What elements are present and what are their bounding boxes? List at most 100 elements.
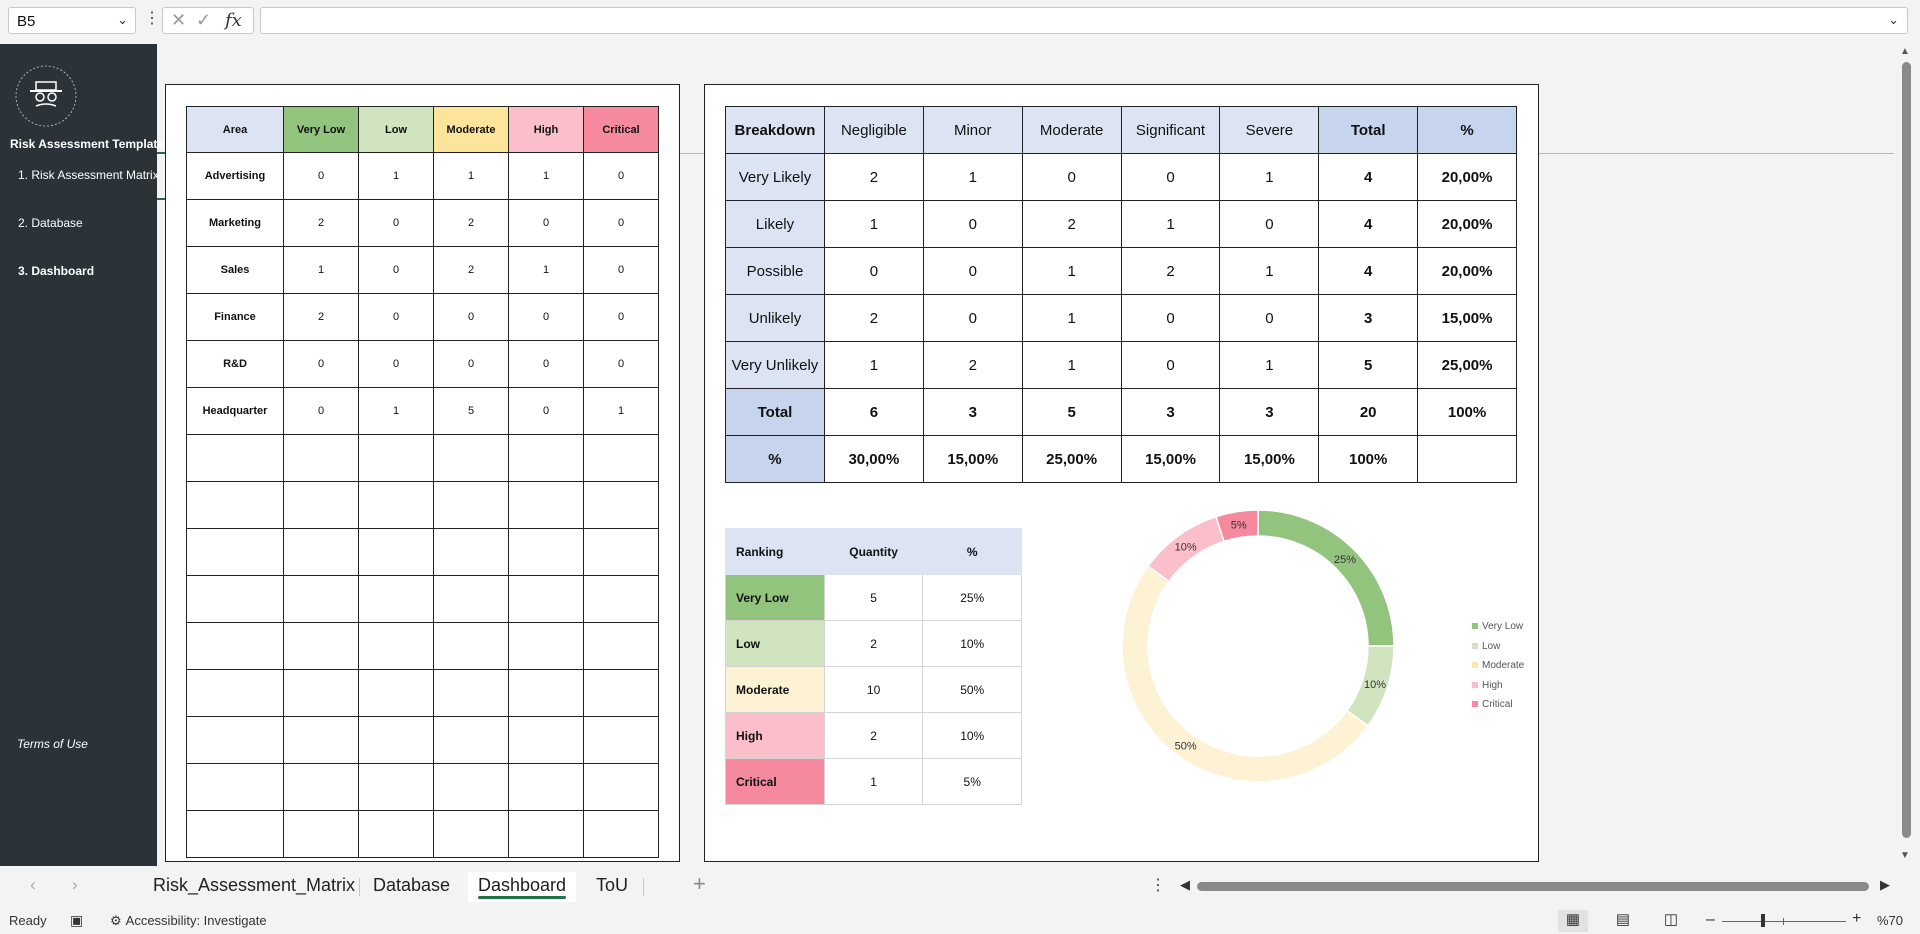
empty-cell[interactable] (283, 716, 359, 764)
empty-cell[interactable] (508, 669, 584, 717)
area-value-cell[interactable]: 1 (508, 152, 584, 200)
area-value-cell[interactable]: 2 (283, 199, 359, 247)
macro-recorder-icon[interactable]: ▣ (70, 912, 84, 928)
cancel-icon[interactable]: ✕ (171, 10, 187, 30)
empty-cell[interactable] (433, 575, 509, 623)
breakdown-value-cell[interactable]: 3 (922, 388, 1023, 436)
zoom-slider-thumb[interactable] (1761, 914, 1765, 927)
area-value-cell[interactable]: 1 (358, 387, 434, 435)
breakdown-value-cell[interactable]: 0 (1120, 294, 1221, 342)
empty-cell[interactable] (508, 575, 584, 623)
ranking-quantity-cell[interactable]: 5 (823, 574, 924, 621)
empty-cell[interactable] (508, 622, 584, 670)
prev-sheet-icon[interactable]: ‹ (30, 875, 36, 894)
zoom-out-icon[interactable]: – (1706, 911, 1715, 928)
breakdown-value-cell[interactable]: 25,00% (1021, 435, 1122, 483)
breakdown-value-cell[interactable]: 6 (823, 388, 924, 436)
row-total-cell[interactable]: 4 (1318, 247, 1419, 295)
sheet-area[interactable]: Risk Assessment Template 1. Risk Assessm… (0, 44, 1920, 866)
row-pct-cell[interactable]: 20,00% (1417, 247, 1517, 295)
empty-cell[interactable] (283, 575, 359, 623)
empty-cell[interactable] (583, 528, 659, 576)
breakdown-value-cell[interactable]: 0 (1120, 341, 1221, 389)
tab-database[interactable]: Database (373, 875, 451, 895)
area-value-cell[interactable]: 0 (583, 152, 659, 200)
chevron-down-icon[interactable]: ⌄ (117, 12, 128, 27)
empty-cell[interactable] (508, 716, 584, 764)
enter-icon[interactable]: ✓ (196, 10, 212, 30)
breakdown-value-cell[interactable]: 1 (1021, 294, 1122, 342)
ranking-pct-cell[interactable]: 25% (922, 574, 1022, 621)
empty-cell[interactable] (186, 622, 284, 670)
ranking-quantity-cell[interactable]: 2 (823, 620, 924, 667)
breakdown-value-cell[interactable]: 3 (1219, 388, 1320, 436)
area-value-cell[interactable]: 0 (583, 293, 659, 341)
next-sheet-icon[interactable]: › (72, 875, 78, 894)
normal-view-icon[interactable]: ▦ (1558, 910, 1588, 932)
breakdown-value-cell[interactable]: 15,00% (1219, 435, 1320, 483)
empty-cell[interactable] (186, 575, 284, 623)
area-value-cell[interactable]: 0 (358, 293, 434, 341)
empty-cell[interactable] (186, 763, 284, 811)
breakdown-value-cell[interactable]: 3 (1120, 388, 1221, 436)
empty-cell[interactable] (508, 528, 584, 576)
ranking-pct-cell[interactable]: 5% (922, 758, 1022, 805)
breakdown-value-cell[interactable]: 1 (1219, 153, 1320, 201)
empty-cell[interactable] (583, 810, 659, 858)
empty-cell[interactable] (583, 763, 659, 811)
area-value-cell[interactable]: 0 (583, 340, 659, 388)
area-name-cell[interactable]: Advertising (186, 152, 284, 200)
empty-cell[interactable] (283, 669, 359, 717)
scroll-down-icon[interactable]: ▼ (1900, 850, 1910, 861)
empty-cell[interactable] (433, 669, 509, 717)
row-pct-cell[interactable] (1417, 435, 1517, 483)
empty-cell[interactable] (358, 716, 434, 764)
empty-cell[interactable] (433, 434, 509, 482)
area-name-cell[interactable]: Marketing (186, 199, 284, 247)
sidebar-item-risk-matrix[interactable]: 1. Risk Assessment Matrix (18, 168, 157, 182)
area-value-cell[interactable]: 0 (508, 293, 584, 341)
area-value-cell[interactable]: 2 (433, 246, 509, 294)
area-value-cell[interactable]: 0 (283, 340, 359, 388)
empty-cell[interactable] (433, 528, 509, 576)
empty-cell[interactable] (508, 481, 584, 529)
area-value-cell[interactable]: 1 (433, 152, 509, 200)
area-value-cell[interactable]: 5 (433, 387, 509, 435)
breakdown-value-cell[interactable]: 0 (922, 294, 1023, 342)
breakdown-value-cell[interactable]: 0 (922, 247, 1023, 295)
accessibility-status[interactable]: ⚙ Accessibility: Investigate (110, 913, 267, 929)
empty-cell[interactable] (433, 763, 509, 811)
area-name-cell[interactable]: R&D (186, 340, 284, 388)
breakdown-value-cell[interactable]: 0 (1219, 200, 1320, 248)
area-value-cell[interactable]: 1 (583, 387, 659, 435)
empty-cell[interactable] (283, 481, 359, 529)
add-sheet-icon[interactable]: + (693, 871, 706, 896)
empty-cell[interactable] (358, 481, 434, 529)
empty-cell[interactable] (283, 622, 359, 670)
empty-cell[interactable] (583, 669, 659, 717)
ranking-pct-cell[interactable]: 50% (922, 666, 1022, 713)
area-value-cell[interactable]: 0 (283, 152, 359, 200)
area-value-cell[interactable]: 0 (358, 340, 434, 388)
empty-cell[interactable] (508, 810, 584, 858)
area-value-cell[interactable]: 1 (508, 246, 584, 294)
breakdown-value-cell[interactable]: 2 (1120, 247, 1221, 295)
row-total-cell[interactable]: 3 (1318, 294, 1419, 342)
horizontal-scroll-thumb[interactable] (1197, 882, 1869, 891)
empty-cell[interactable] (358, 763, 434, 811)
empty-cell[interactable] (508, 763, 584, 811)
breakdown-value-cell[interactable]: 1 (1120, 200, 1221, 248)
donut-slice-very-low[interactable] (1257, 509, 1395, 647)
breakdown-value-cell[interactable]: 5 (1021, 388, 1122, 436)
breakdown-value-cell[interactable]: 0 (1021, 153, 1122, 201)
empty-cell[interactable] (186, 669, 284, 717)
ranking-quantity-cell[interactable]: 10 (823, 666, 924, 713)
row-total-cell[interactable]: 4 (1318, 153, 1419, 201)
area-value-cell[interactable]: 0 (508, 340, 584, 388)
expand-formula-icon[interactable]: ⌄ (1888, 12, 1899, 27)
donut-slice-critical[interactable] (1215, 509, 1259, 543)
row-total-cell[interactable]: 4 (1318, 200, 1419, 248)
row-total-cell[interactable]: 5 (1318, 341, 1419, 389)
empty-cell[interactable] (283, 434, 359, 482)
area-value-cell[interactable]: 0 (358, 246, 434, 294)
